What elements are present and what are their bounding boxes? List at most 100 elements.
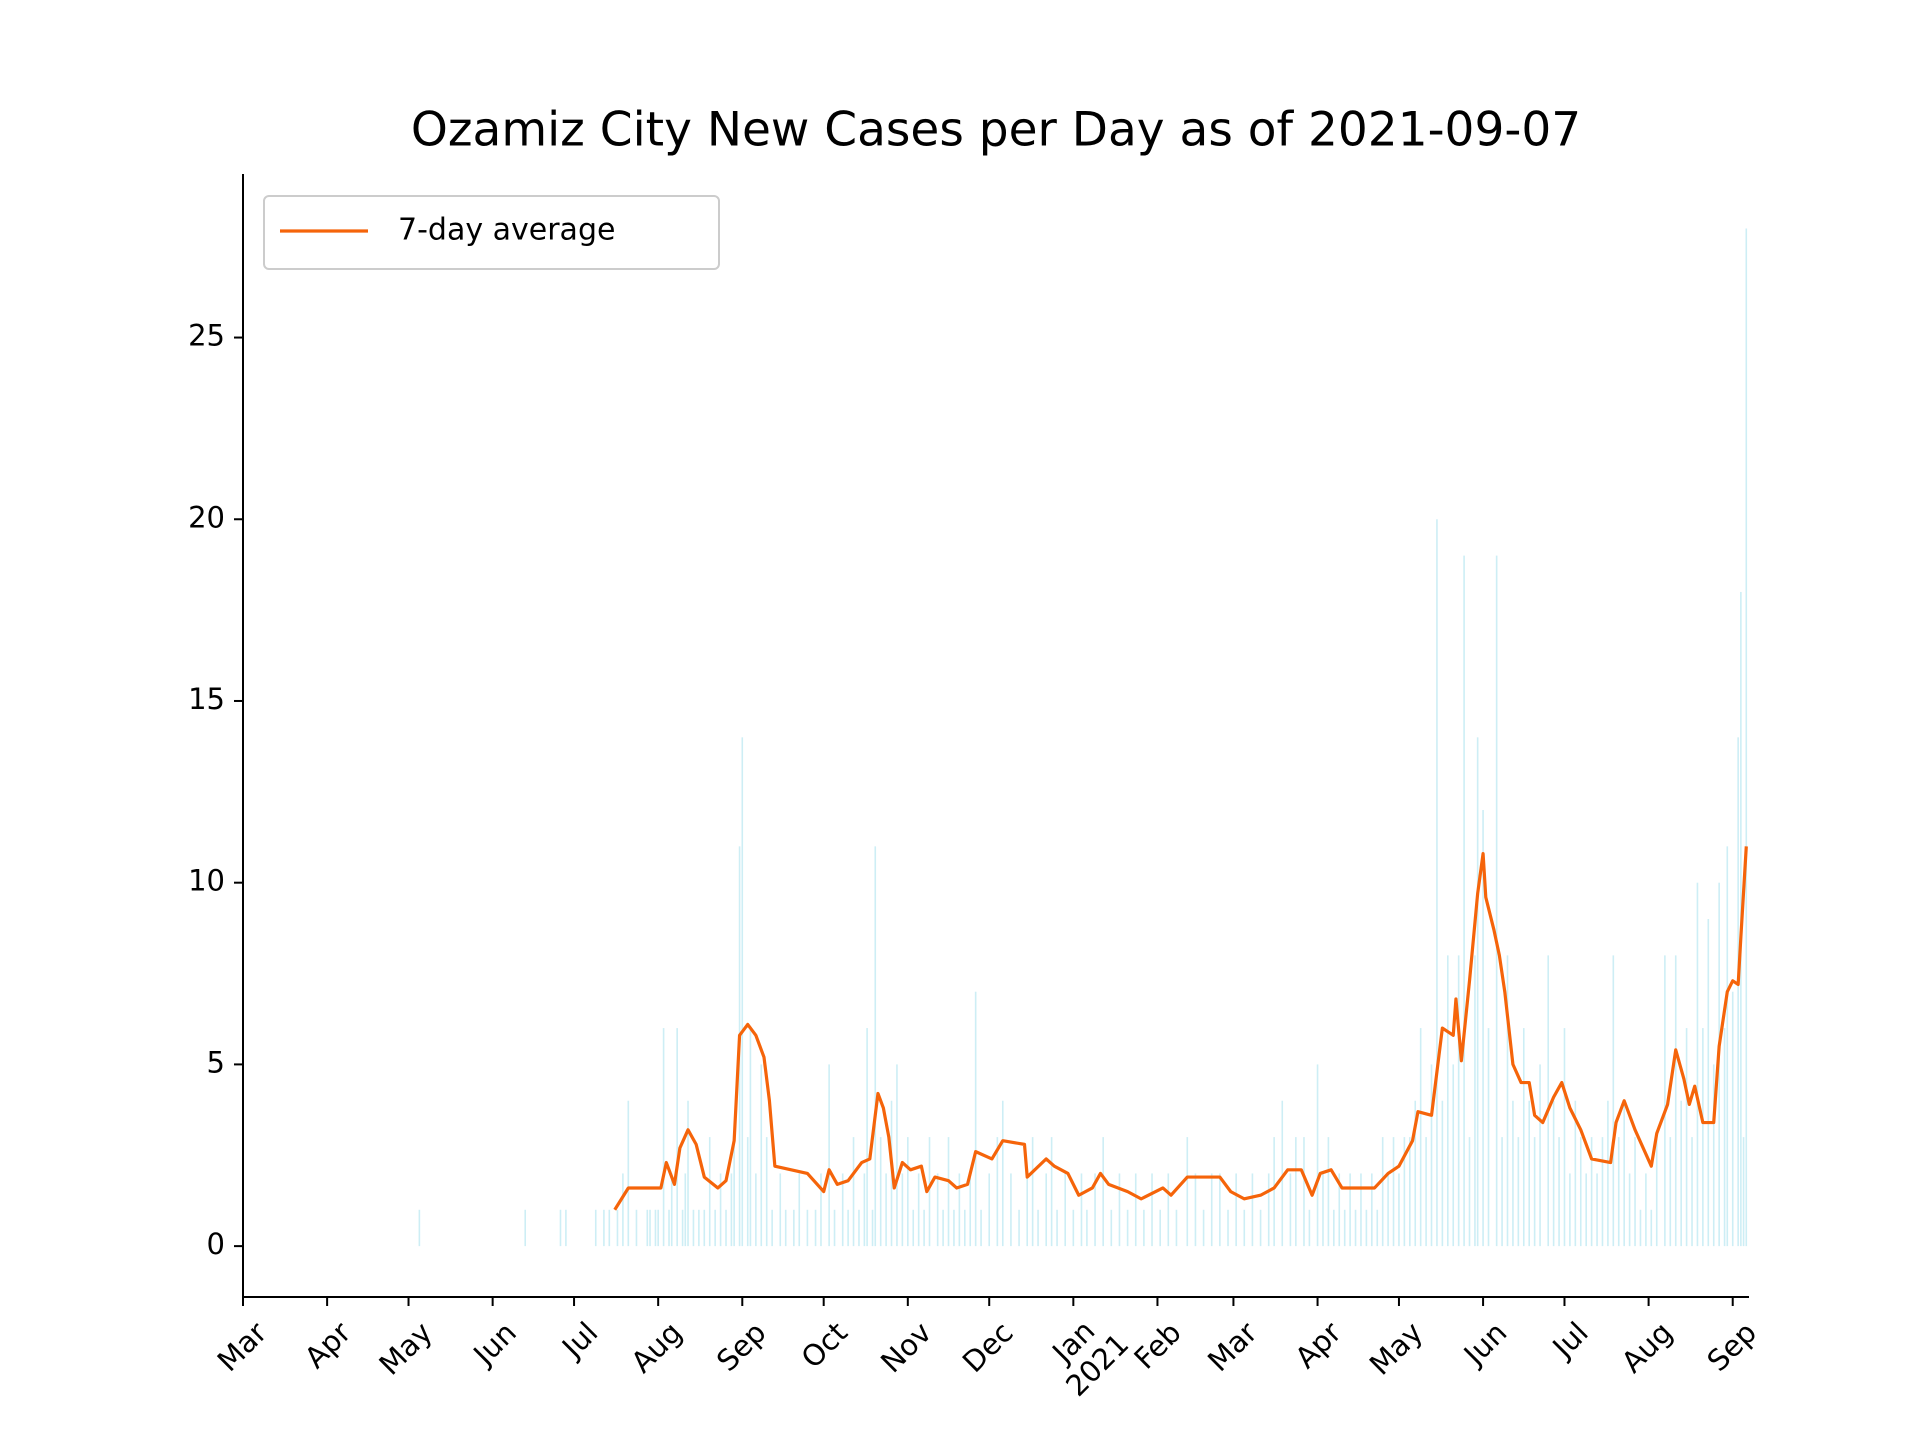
bar	[1680, 1100, 1682, 1247]
bar	[779, 1173, 782, 1247]
bar	[1539, 1064, 1541, 1247]
bar	[1186, 1137, 1189, 1247]
bar	[662, 1028, 665, 1247]
x-tick-label: Mar	[1201, 1315, 1264, 1378]
bar	[885, 1173, 887, 1247]
bar	[654, 1209, 657, 1247]
bar	[681, 1209, 684, 1247]
bar	[1134, 1173, 1137, 1247]
bar	[996, 1137, 999, 1247]
bar	[1669, 1137, 1672, 1247]
bar	[896, 1064, 898, 1247]
bar	[980, 1209, 982, 1247]
bar	[698, 1209, 700, 1247]
bar	[1447, 955, 1449, 1247]
bar	[1227, 1209, 1229, 1247]
bar	[616, 1209, 619, 1247]
bar	[703, 1209, 706, 1247]
bar	[1259, 1209, 1262, 1247]
bar	[646, 1209, 649, 1247]
bar	[714, 1209, 716, 1247]
bar	[1664, 955, 1666, 1247]
bar	[1628, 1173, 1631, 1247]
bar	[1281, 1100, 1284, 1247]
x-tick-label: May	[372, 1315, 438, 1381]
bar	[1001, 1100, 1004, 1247]
bar	[692, 1209, 695, 1247]
bar	[1495, 555, 1498, 1247]
bar	[1322, 1173, 1324, 1247]
x-tick-label: Sep	[710, 1315, 773, 1378]
x-tick-label: Jul	[1545, 1315, 1595, 1365]
bar	[1601, 1137, 1604, 1247]
bar	[1409, 1137, 1411, 1247]
bar	[1026, 1173, 1029, 1247]
bar	[1457, 955, 1460, 1247]
bar	[806, 1209, 809, 1247]
bar	[1126, 1209, 1129, 1247]
bar	[1650, 1209, 1653, 1247]
bar	[1742, 1137, 1745, 1247]
bar	[942, 1209, 944, 1247]
bar	[874, 846, 877, 1247]
bar	[771, 1209, 773, 1247]
y-tick-label: 0	[207, 1227, 225, 1261]
bar	[1419, 1028, 1422, 1247]
x-tick-label: Jun	[465, 1315, 522, 1372]
bar	[1194, 1173, 1197, 1247]
bar	[1202, 1209, 1205, 1247]
bar	[1110, 1209, 1113, 1247]
bar	[1617, 1137, 1620, 1247]
y-tick-label: 10	[188, 864, 225, 898]
bar	[1441, 1100, 1444, 1247]
bar	[1737, 737, 1739, 1247]
x-tick-label: Mar	[211, 1315, 274, 1378]
bar	[1102, 1137, 1104, 1247]
bar	[1723, 1028, 1726, 1247]
bar	[963, 1209, 966, 1247]
bar	[953, 1209, 955, 1247]
bar	[1691, 1137, 1693, 1247]
bar	[559, 1209, 562, 1247]
bar	[1696, 882, 1699, 1247]
bar	[1143, 1209, 1145, 1247]
bar	[1243, 1209, 1246, 1247]
bar	[820, 1173, 822, 1247]
bar	[1552, 1100, 1555, 1247]
bar	[657, 1209, 659, 1247]
bar	[1702, 1028, 1704, 1247]
bar	[784, 1209, 787, 1247]
bar	[1118, 1173, 1121, 1247]
bar	[1707, 919, 1710, 1247]
legend: 7-day average	[263, 195, 720, 270]
bar	[565, 1209, 567, 1247]
bar	[684, 1173, 687, 1247]
x-tick-label: Dec	[956, 1315, 1020, 1379]
bar	[814, 1209, 817, 1247]
bar	[418, 1209, 421, 1247]
bar	[765, 1137, 768, 1247]
bar	[1585, 1173, 1587, 1247]
bar	[1251, 1173, 1254, 1247]
y-tick-label: 20	[188, 500, 225, 534]
bar	[974, 991, 977, 1247]
bar	[670, 1173, 673, 1247]
bar	[1607, 1100, 1609, 1247]
bar	[852, 1137, 855, 1247]
bar	[1398, 1173, 1400, 1247]
bar	[1210, 1173, 1213, 1247]
bar	[1517, 1137, 1520, 1247]
bar	[1333, 1209, 1335, 1247]
bar	[676, 1028, 678, 1247]
x-tick-label: Nov	[874, 1315, 938, 1379]
bar	[594, 1209, 597, 1247]
bar	[1558, 1137, 1560, 1247]
x-tick-label: Feb	[1127, 1315, 1187, 1375]
bar	[1235, 1173, 1237, 1247]
bar	[1482, 810, 1484, 1247]
legend-label: 7-day average	[398, 213, 615, 248]
bar	[828, 1064, 830, 1247]
bar	[1639, 1209, 1642, 1247]
y-tick-label: 25	[188, 319, 225, 353]
